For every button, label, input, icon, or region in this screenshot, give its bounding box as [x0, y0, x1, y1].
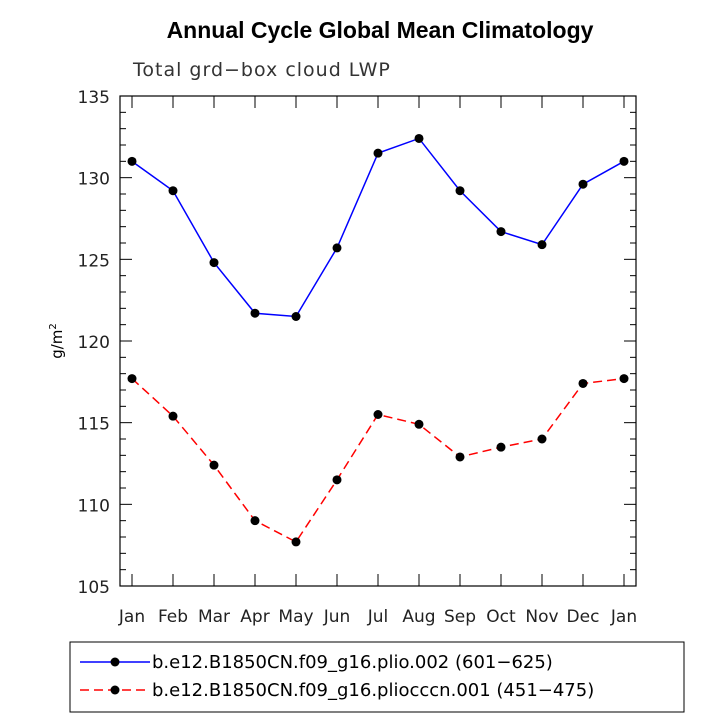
- data-point: [291, 312, 301, 321]
- data-point: [332, 243, 342, 253]
- series-2: [127, 374, 629, 547]
- data-point: [168, 411, 178, 421]
- y-tick-label: 125: [78, 251, 110, 271]
- x-tick-label: Jul: [367, 607, 389, 627]
- x-tick-label: Aug: [402, 607, 435, 627]
- legend-box: [69, 641, 685, 713]
- legend-marker: [110, 685, 120, 695]
- x-tick-label: Nov: [525, 607, 558, 627]
- data-point: [250, 516, 260, 526]
- legend-marker: [110, 657, 120, 667]
- x-tick-label: Jan: [610, 607, 637, 627]
- legend-label: b.e12.B1850CN.f09_g16.pliocccn.001 (451−…: [152, 680, 594, 701]
- data-point: [168, 186, 178, 196]
- series-layer: [127, 133, 629, 547]
- data-point: [127, 374, 137, 384]
- data-point: [373, 148, 383, 158]
- chart-subtitle: Total grd−box cloud LWP: [132, 59, 391, 81]
- chart-title: Annual Cycle Global Mean Climatology: [167, 17, 594, 43]
- y-tick-label: 130: [78, 170, 110, 190]
- x-tick-label: Apr: [240, 607, 269, 627]
- x-tick-label: Sep: [444, 607, 476, 627]
- data-point: [414, 133, 424, 143]
- x-tick-label: Jan: [118, 607, 145, 627]
- data-point: [619, 374, 629, 384]
- data-point: [537, 240, 547, 250]
- legend-label: b.e12.B1850CN.f09_g16.plio.002 (601−625): [152, 652, 553, 673]
- data-point: [496, 227, 506, 237]
- y-tick-label: 120: [78, 333, 110, 353]
- data-point: [373, 410, 383, 419]
- series-line: [131, 137, 625, 318]
- data-point: [250, 308, 260, 318]
- y-tick-label: 115: [78, 415, 110, 435]
- x-tick-label: Oct: [486, 607, 516, 627]
- data-point: [127, 156, 137, 166]
- y-axis-label-superscript: 2: [48, 323, 59, 329]
- data-point: [455, 186, 465, 196]
- x-tick-label: Dec: [567, 607, 600, 627]
- y-axis-label: g/m2: [48, 323, 66, 359]
- data-point: [414, 419, 424, 429]
- data-point: [455, 452, 465, 462]
- series-line: [131, 377, 625, 543]
- y-tick-label: 135: [78, 88, 110, 108]
- data-point: [578, 179, 588, 189]
- x-tick-label: May: [278, 607, 313, 627]
- axis-ticks: 105 110 115 120 125 130 135 Jan Feb Mar Apr May Jun J…: [78, 88, 638, 627]
- x-tick-label: Jun: [323, 607, 351, 627]
- x-tick-label: Feb: [158, 607, 188, 627]
- data-point: [537, 434, 547, 444]
- data-point: [332, 475, 342, 485]
- data-point: [291, 537, 301, 547]
- series-1: [127, 133, 629, 321]
- data-point: [619, 156, 629, 166]
- x-tick-label: Mar: [198, 607, 230, 627]
- data-point: [496, 442, 506, 452]
- y-axis-label-main: g/m: [48, 330, 66, 359]
- plot-area: 105 110 115 120 125 130 135 Jan Feb Mar Apr May Jun J…: [78, 88, 638, 627]
- y-tick-label: 105: [78, 578, 110, 598]
- plot-frame: [119, 95, 637, 587]
- legend: b.e12.B1850CN.f09_g16.plio.002 (601−625)…: [69, 641, 685, 713]
- data-point: [209, 460, 219, 470]
- data-point: [578, 378, 588, 388]
- data-point: [209, 258, 219, 268]
- y-tick-label: 110: [78, 496, 110, 516]
